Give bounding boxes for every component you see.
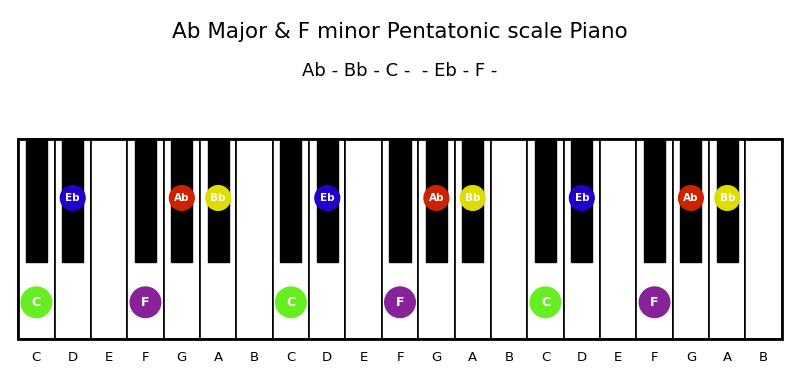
Bar (717, 138, 738, 262)
Bar (390, 138, 410, 262)
Circle shape (460, 186, 485, 210)
Text: Eb: Eb (320, 193, 334, 203)
Bar (600, 138, 636, 339)
Text: A: A (214, 351, 222, 364)
Circle shape (639, 287, 670, 317)
Bar (208, 138, 229, 262)
Text: D: D (577, 351, 587, 364)
Text: Ab: Ab (429, 193, 444, 203)
Text: D: D (68, 351, 78, 364)
Text: Ab: Ab (683, 193, 698, 203)
Text: Ab Major & F minor Pentatonic scale Piano: Ab Major & F minor Pentatonic scale Pian… (172, 22, 628, 42)
Bar (127, 138, 164, 339)
Bar (636, 138, 673, 339)
Bar (91, 138, 127, 339)
Bar (454, 138, 491, 339)
Text: B: B (505, 351, 514, 364)
Text: C: C (286, 351, 295, 364)
Bar (564, 138, 600, 339)
Bar (527, 138, 564, 339)
Circle shape (385, 287, 415, 317)
Text: A: A (468, 351, 478, 364)
Bar (382, 138, 418, 339)
Text: F: F (650, 351, 658, 364)
Bar (644, 138, 665, 262)
Bar (26, 138, 47, 262)
Bar (462, 138, 483, 262)
Bar (418, 138, 454, 339)
Bar (346, 138, 382, 339)
Text: C: C (286, 296, 295, 309)
Bar (18, 138, 782, 339)
Circle shape (570, 186, 594, 210)
Text: C: C (32, 351, 41, 364)
Text: E: E (614, 351, 622, 364)
Text: F: F (396, 351, 404, 364)
Bar (317, 138, 338, 262)
Circle shape (276, 287, 306, 317)
Bar (746, 138, 782, 339)
Text: D: D (322, 351, 332, 364)
Text: Bb: Bb (465, 193, 481, 203)
Circle shape (315, 186, 340, 210)
Bar (709, 138, 746, 339)
Circle shape (530, 287, 561, 317)
Text: F: F (650, 296, 658, 309)
Circle shape (130, 287, 161, 317)
Circle shape (170, 186, 194, 210)
Circle shape (60, 186, 85, 210)
Text: C: C (32, 296, 41, 309)
Text: Bb: Bb (210, 193, 226, 203)
Text: B: B (759, 351, 768, 364)
Bar (280, 138, 302, 262)
Text: A: A (722, 351, 732, 364)
Bar (491, 138, 527, 339)
Text: G: G (431, 351, 442, 364)
Circle shape (678, 186, 703, 210)
Bar (535, 138, 556, 262)
Bar (200, 138, 236, 339)
Text: G: G (686, 351, 696, 364)
Circle shape (21, 287, 52, 317)
Bar (680, 138, 702, 262)
Bar (309, 138, 346, 339)
Bar (18, 138, 54, 339)
Text: C: C (541, 351, 550, 364)
Bar (236, 138, 273, 339)
Text: Eb: Eb (66, 193, 80, 203)
Circle shape (424, 186, 449, 210)
Bar (135, 138, 156, 262)
Text: F: F (142, 296, 150, 309)
Bar (673, 138, 709, 339)
Text: Ab: Ab (174, 193, 190, 203)
Circle shape (206, 186, 230, 210)
Text: Eb: Eb (574, 193, 589, 203)
Bar (571, 138, 592, 262)
Text: C: C (541, 296, 550, 309)
Circle shape (715, 186, 740, 210)
Bar (426, 138, 447, 262)
Text: E: E (105, 351, 114, 364)
Text: Bb: Bb (719, 193, 735, 203)
Text: F: F (142, 351, 150, 364)
Bar (164, 138, 200, 339)
Bar (273, 138, 309, 339)
Bar (54, 138, 91, 339)
Text: Ab - Bb - C -  - Eb - F -: Ab - Bb - C - - Eb - F - (302, 62, 498, 80)
Text: F: F (396, 296, 404, 309)
Bar (62, 138, 83, 262)
Bar (171, 138, 192, 262)
Text: E: E (359, 351, 368, 364)
Text: B: B (250, 351, 259, 364)
Text: G: G (177, 351, 187, 364)
